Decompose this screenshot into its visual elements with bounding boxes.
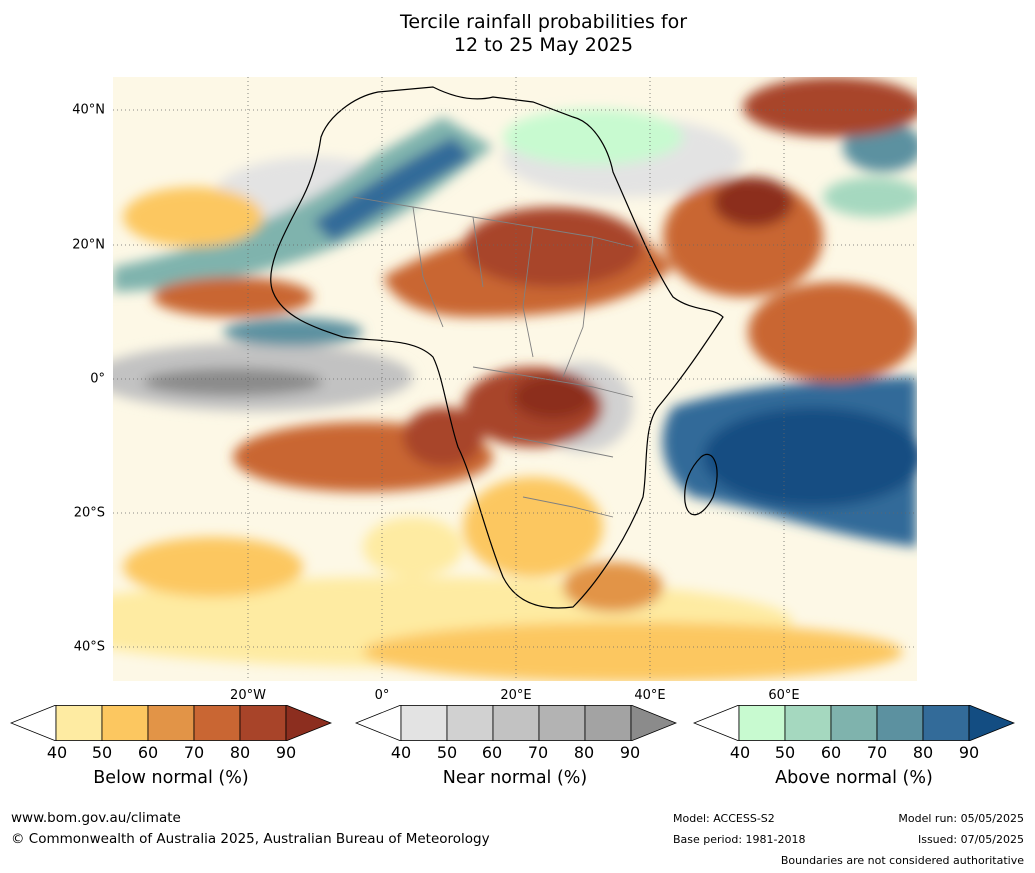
tick-below-40: 40 (46, 743, 68, 762)
tick-near-90: 90 (619, 743, 641, 762)
colorbar-high-arrow (630, 705, 677, 741)
colorbar-segment (830, 705, 878, 741)
colorbar-low-arrow (355, 705, 402, 741)
colorbar-segment (738, 705, 786, 741)
coastline (270, 86, 724, 609)
colorbar-segment (876, 705, 924, 741)
tick-near-50: 50 (436, 743, 458, 762)
colorbar-segment (101, 705, 149, 741)
tick-above-90: 90 (958, 743, 980, 762)
colorbar-low-arrow (10, 705, 57, 741)
colorbar-above (693, 705, 1015, 741)
tick-below-50: 50 (91, 743, 113, 762)
colorbar-segment (239, 705, 287, 741)
probability-map (113, 77, 917, 681)
lon-label-40e: 40°E (634, 688, 666, 703)
tick-below-80: 80 (229, 743, 251, 762)
colorbar-high-arrow (968, 705, 1015, 741)
footer-disclaimer: Boundaries are not considered authoritat… (780, 854, 1024, 867)
lat-label-0: 0° (90, 371, 105, 387)
colorbar-segment (584, 705, 632, 741)
tick-above-40: 40 (729, 743, 751, 762)
colorbar-segment (193, 705, 241, 741)
colorbar-low-arrow (693, 705, 740, 741)
tick-below-90: 90 (275, 743, 297, 762)
footer-issued: Issued: 07/05/2025 (917, 833, 1024, 846)
lat-label-40n: 40°N (72, 102, 105, 118)
tick-below-60: 60 (137, 743, 159, 762)
tick-near-60: 60 (481, 743, 503, 762)
footer-base-period: Base period: 1981-2018 (673, 833, 806, 846)
colorbar-segment (784, 705, 832, 741)
colorbar-near (355, 705, 677, 741)
lat-label-20s: 20°S (73, 505, 105, 521)
lon-label-60e: 60°E (768, 688, 800, 703)
map-title-line2: 12 to 25 May 2025 (453, 34, 634, 56)
footer-copyright: © Commonwealth of Australia 2025, Austra… (11, 831, 490, 847)
tick-near-40: 40 (390, 743, 412, 762)
graticule (113, 77, 917, 681)
colorbar-segment (446, 705, 494, 741)
colorbar-segment (922, 705, 970, 741)
lon-label-0: 0° (374, 688, 390, 703)
colorbar-segment (492, 705, 540, 741)
footer-model: Model: ACCESS-S2 (673, 812, 775, 825)
lon-label-20w: 20°W (230, 688, 266, 703)
tick-above-50: 50 (774, 743, 796, 762)
colorbar-title-above: Above normal (%) (775, 768, 933, 788)
colorbar-segment (538, 705, 586, 741)
colorbar-high-arrow (285, 705, 332, 741)
footer-url: www.bom.gov.au/climate (11, 810, 181, 826)
colorbar-below (10, 705, 332, 741)
country-borders (352, 196, 634, 518)
footer-model-run: Model run: 05/05/2025 (898, 812, 1024, 825)
lat-label-20n: 20°N (72, 237, 105, 253)
map-title-line1: Tercile rainfall probabilities for (399, 11, 688, 33)
tick-above-70: 70 (866, 743, 888, 762)
tick-below-70: 70 (183, 743, 205, 762)
tick-near-80: 80 (573, 743, 595, 762)
lon-label-20e: 20°E (500, 688, 532, 703)
lat-label-40s: 40°S (73, 639, 105, 655)
probability-field (113, 77, 917, 681)
colorbar-segment (147, 705, 195, 741)
tick-above-80: 80 (912, 743, 934, 762)
colorbar-segment (55, 705, 103, 741)
tick-near-70: 70 (527, 743, 549, 762)
colorbar-title-below: Below normal (%) (93, 768, 249, 788)
colorbar-segment (400, 705, 448, 741)
tick-above-60: 60 (820, 743, 842, 762)
colorbar-title-near: Near normal (%) (442, 768, 588, 788)
